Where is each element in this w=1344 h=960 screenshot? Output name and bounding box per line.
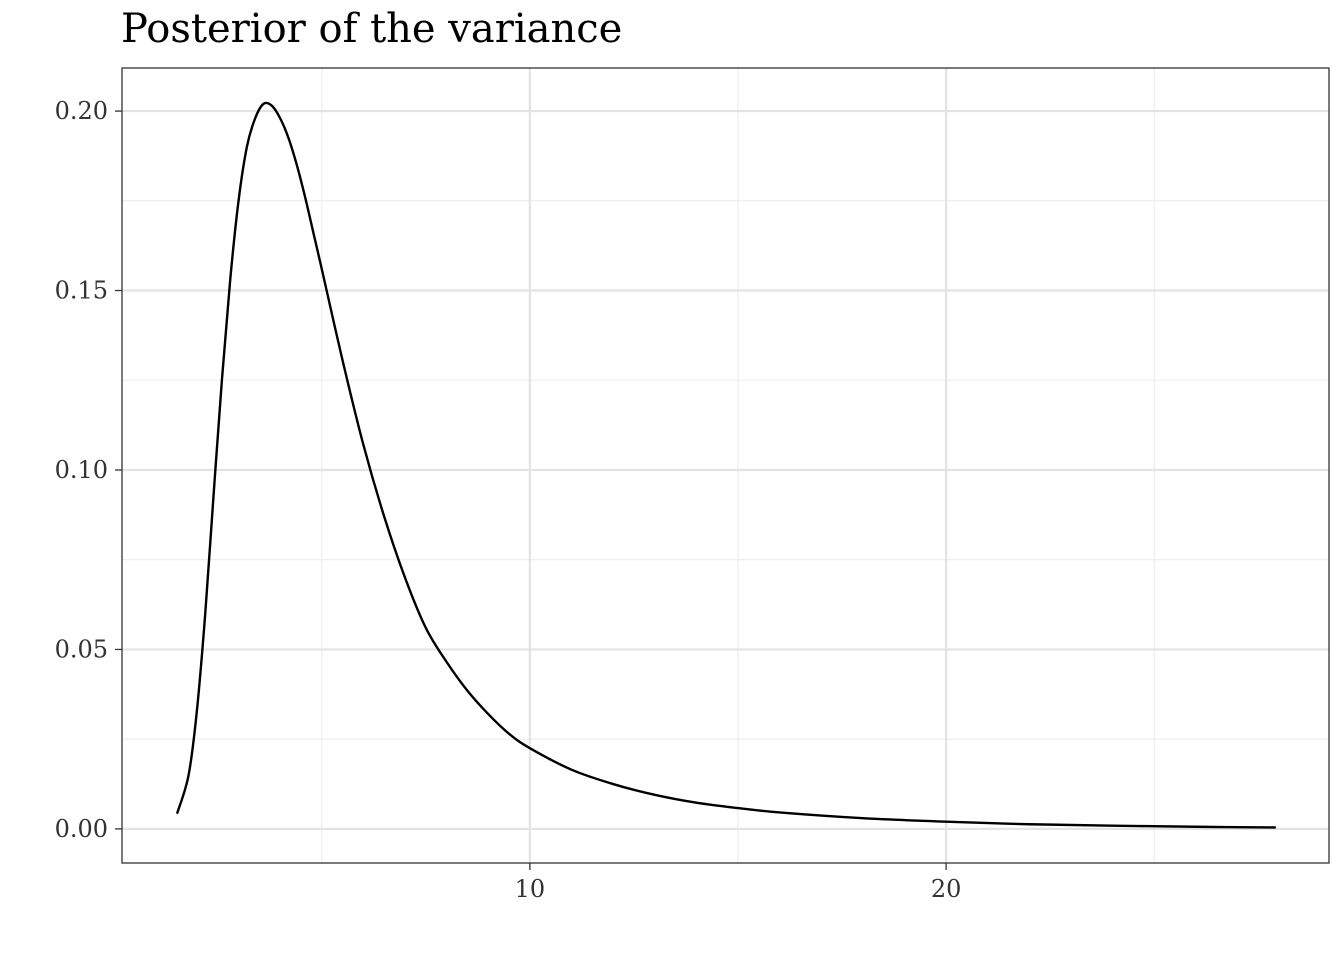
- y-tick-label: 0.15: [55, 277, 108, 305]
- x-tick-label: 20: [931, 875, 962, 903]
- tick-labels: 10 20 0.00 0.05 0.10 0.15 0.20: [55, 97, 962, 903]
- y-tick-label: 0.20: [55, 97, 108, 125]
- minor-gridlines: [122, 68, 1329, 863]
- density-curve: [176, 101, 1277, 829]
- x-tick-label: 10: [515, 875, 546, 903]
- y-tick-label: 0.10: [55, 456, 108, 484]
- plot-panel-border: [121, 67, 1330, 864]
- major-gridlines: [122, 68, 1329, 863]
- chart-title: Posterior of the variance: [121, 6, 623, 52]
- axis-ticks: [115, 110, 947, 870]
- y-tick-label: 0.00: [55, 815, 108, 843]
- y-tick-label: 0.05: [55, 635, 108, 663]
